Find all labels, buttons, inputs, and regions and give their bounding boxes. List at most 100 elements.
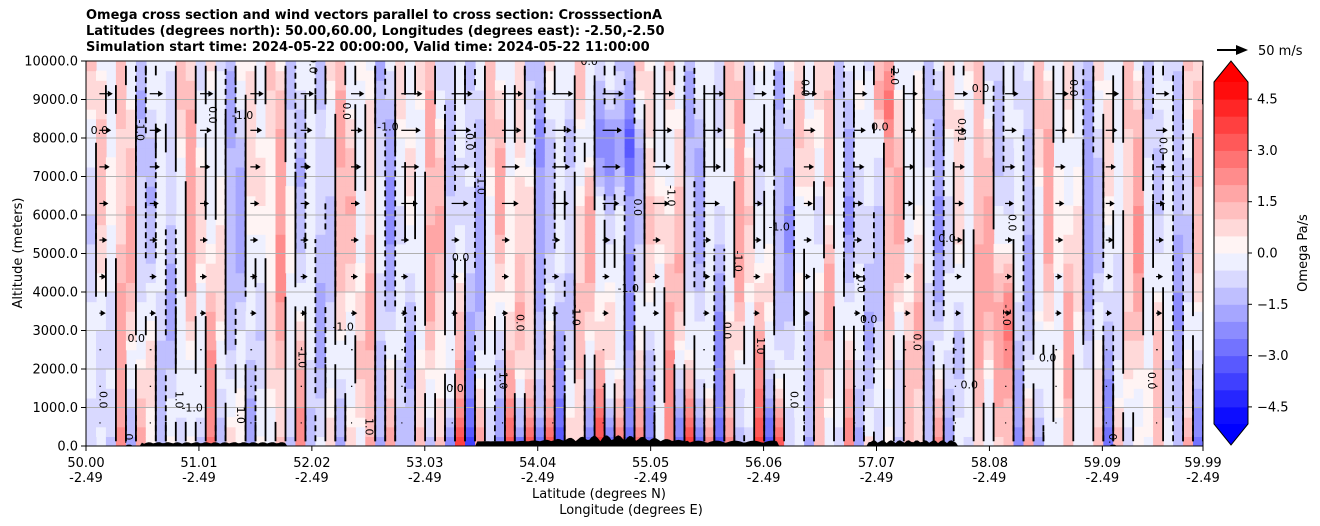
omega-cell [594,301,606,312]
omega-cell [345,407,356,418]
omega-cell [484,320,496,332]
omega-cell [325,243,336,255]
omega-cell [215,80,227,91]
omega-cell [435,301,446,312]
omega-cell [993,282,1005,293]
omega-cell [1023,417,1035,428]
wind-vector-head [514,163,520,170]
omega-cell [893,195,905,206]
omega-cell [784,224,795,235]
omega-cell [654,215,666,226]
omega-cell [734,436,745,446]
omega-cell [115,109,127,120]
omega-cell [475,263,486,274]
omega-cell [804,359,815,370]
omega-cell [504,417,516,428]
omega-cell [455,359,466,370]
omega-cell [933,292,945,303]
omega-cell [1183,224,1194,235]
contour-label: 0.0 [91,124,109,137]
omega-cell [235,224,247,235]
omega-cell [814,205,825,216]
omega-cell [1153,330,1164,341]
omega-cell [634,243,646,255]
omega-cell [734,330,745,341]
omega-cell [265,378,277,389]
omega-cell [1103,205,1114,216]
omega-cell [794,186,805,197]
omega-cell [1183,80,1194,91]
omega-cell [1083,166,1094,178]
omega-cell [345,417,356,428]
omega-cell [165,99,177,110]
omega-cell [435,157,446,168]
omega-cell [624,157,636,168]
wind-vector-head [809,163,815,170]
omega-cell [1123,70,1134,81]
omega-cell [664,272,675,283]
omega-cell [1013,99,1025,110]
omega-cell [1083,61,1094,72]
omega-cell [335,320,346,332]
omega-cell [544,224,556,235]
omega-cell [375,359,386,370]
omega-cell [564,176,576,187]
omega-cell [933,378,945,389]
omega-cell [1173,272,1184,283]
omega-cell [185,282,197,293]
omega-cell [175,109,187,120]
omega-cell [923,166,935,178]
omega-cell [415,417,426,428]
wind-vector-head [664,200,670,207]
omega-cell [973,99,985,110]
omega-cell [1143,138,1154,149]
omega-cell [115,176,127,187]
x-axis: 50.00-2.4951.01-2.4952.02-2.4953.03-2.49… [67,446,1222,486]
omega-cell [155,224,167,235]
omega-cell [405,359,416,370]
omega-cell [145,195,157,206]
omega-cell [295,369,306,380]
omega-cell [913,118,925,129]
omega-cell [365,186,376,197]
omega-cell [664,205,675,216]
omega-cell [794,99,805,110]
omega-cell [634,128,646,139]
omega-cell [1003,349,1015,360]
y-tick-label: 2000.0 [33,363,79,378]
omega-cell [275,234,287,245]
omega-cell [96,215,107,226]
omega-cell [155,397,167,409]
omega-cell [1023,109,1035,120]
omega-cell [96,407,107,418]
omega-cell [504,397,516,409]
omega-cell [345,292,356,303]
omega-cell [694,282,705,293]
omega-cell [405,195,416,206]
omega-cell [923,292,935,303]
wind-vector-head [761,90,767,97]
omega-cell [953,397,965,409]
omega-cell [225,205,237,216]
y-tick-label: 5000.0 [33,247,79,262]
omega-cell [125,397,137,409]
omega-cell [893,109,905,120]
omega-cell [445,292,456,303]
omega-cell [165,301,177,312]
omega-cell [644,89,656,101]
omega-cell [135,426,147,437]
omega-cell [145,369,157,380]
omega-cell [86,147,97,158]
omega-cell [1043,272,1054,283]
omega-cell [624,89,636,101]
omega-cell [1123,147,1134,158]
omega-cell [973,205,985,216]
omega-cell [624,320,636,332]
omega-cell [305,243,316,255]
omega-cell [1033,397,1045,409]
omega-cell [923,359,935,370]
omega-cell [105,369,117,380]
omega-cell [1023,272,1035,283]
wind-vector-head [1008,237,1013,244]
omega-cell [365,407,376,418]
